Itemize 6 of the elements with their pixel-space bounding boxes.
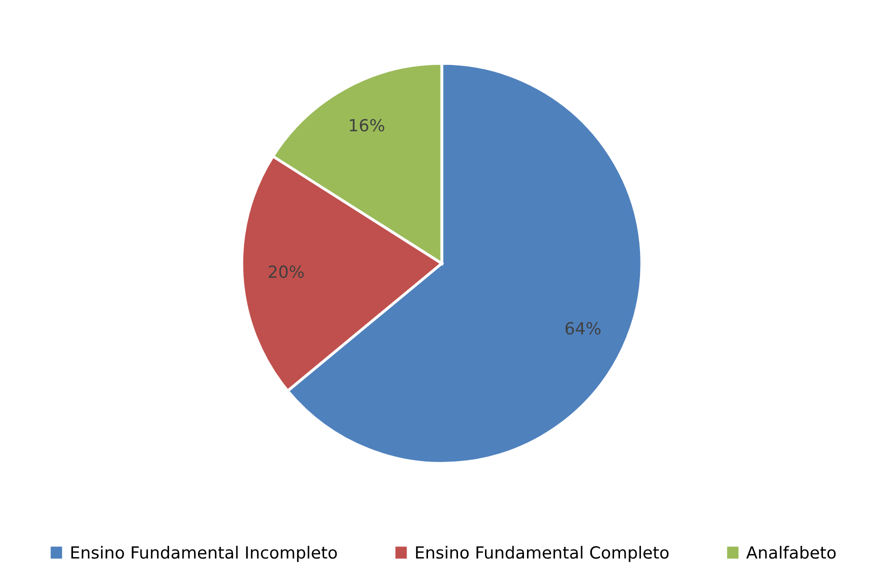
data-label: 20%: [268, 265, 304, 278]
legend-label: Analfabeto: [746, 546, 836, 559]
legend-label: Ensino Fundamental Completo: [416, 546, 669, 562]
legend-label: Ensino Fundamental Incompleto: [71, 546, 337, 562]
data-label: 64%: [566, 322, 601, 335]
data-label: 16%: [350, 118, 384, 132]
